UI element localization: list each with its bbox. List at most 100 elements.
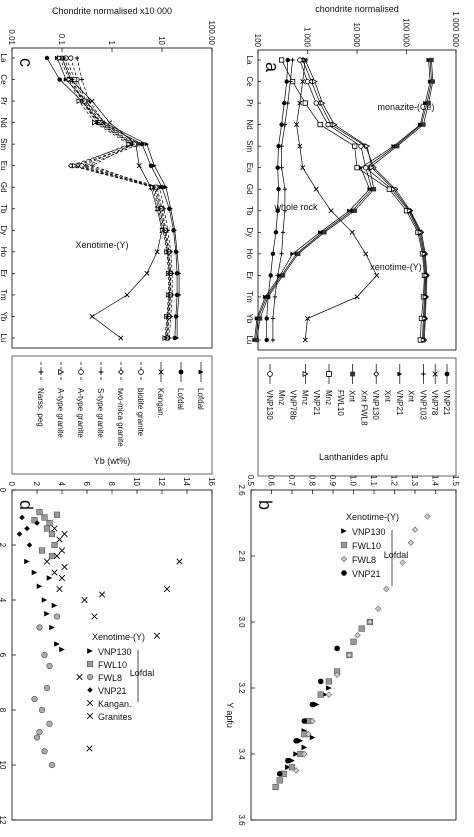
data-point xyxy=(282,208,288,213)
data-point xyxy=(352,208,357,213)
data-point xyxy=(56,585,63,593)
series-line xyxy=(299,59,426,341)
data-point xyxy=(41,514,48,521)
data-point xyxy=(322,230,327,235)
data-point xyxy=(427,79,433,84)
legend-label: Mnz xyxy=(277,390,286,405)
series-line xyxy=(281,59,425,341)
x-tick-label: Er xyxy=(245,271,254,279)
data-point xyxy=(309,701,316,708)
x-tick-label: La xyxy=(0,54,8,63)
data-point xyxy=(346,651,353,659)
data-point xyxy=(279,122,284,127)
data-point xyxy=(285,764,291,770)
legend-label: VNP21 xyxy=(395,390,404,416)
x-tick-label: Nd xyxy=(0,117,8,127)
data-point xyxy=(317,122,323,128)
legend-frame xyxy=(11,355,213,475)
panel-letter: c xyxy=(16,58,36,67)
x-tick-label: Pr xyxy=(245,99,254,107)
legend-marker xyxy=(38,369,44,375)
y-tick-label: 10 xyxy=(132,477,141,486)
data-point xyxy=(36,728,43,736)
legend-title: Xenotime-(Y) xyxy=(92,632,145,642)
legend-marker xyxy=(302,370,309,378)
data-point xyxy=(325,678,332,685)
y-tick-label: 1 xyxy=(107,41,116,46)
legend-label: VNP21 xyxy=(98,686,127,696)
data-point xyxy=(293,122,300,128)
legend-marker xyxy=(444,371,450,377)
data-point xyxy=(161,228,167,233)
data-point xyxy=(86,745,93,752)
x-tick-label: Tb xyxy=(0,204,8,214)
data-point xyxy=(46,519,53,527)
data-point xyxy=(167,206,172,211)
data-point xyxy=(56,536,63,543)
legend-label: S-type granite xyxy=(96,388,105,438)
data-point xyxy=(76,673,83,681)
data-point xyxy=(74,55,80,61)
y-tick-label: 10 xyxy=(157,36,166,45)
series-line xyxy=(59,57,169,339)
data-point xyxy=(79,77,85,82)
x-tick-label: Ce xyxy=(245,76,254,87)
data-point xyxy=(418,122,423,127)
panel-letter: a xyxy=(262,62,282,73)
data-point xyxy=(334,645,340,652)
data-point xyxy=(328,208,334,214)
y-tick-label: 1.4 xyxy=(431,475,440,487)
data-point xyxy=(152,163,157,168)
x-tick-label: 2 xyxy=(0,543,7,548)
data-point xyxy=(89,313,95,319)
rotated-figure: 100 1 000 10 000 100 000 1 000 000LaCePrNdSm… xyxy=(0,4,460,826)
y-tick-label: 0.1 xyxy=(57,34,66,46)
data-point xyxy=(95,120,100,125)
data-point xyxy=(268,273,273,278)
data-point xyxy=(41,651,48,659)
legend-marker xyxy=(340,555,348,563)
data-point xyxy=(407,539,415,547)
data-point xyxy=(264,337,269,343)
y-tick-label: 1 000 xyxy=(303,27,312,48)
data-point xyxy=(417,229,424,236)
data-point xyxy=(137,141,142,147)
panel-d: 0246810120246810121416Gd (wt%)Yb (wt%)dX… xyxy=(0,456,216,825)
data-point xyxy=(423,100,428,106)
data-point xyxy=(424,513,431,520)
y-tick-label: 0.5 xyxy=(246,475,255,487)
y-tick-label: 1.5 xyxy=(451,475,460,487)
data-point xyxy=(301,718,308,724)
x-tick-label: Eu xyxy=(0,161,8,171)
legend-label: two-mica granite xyxy=(116,388,125,447)
data-point xyxy=(36,508,43,516)
data-point xyxy=(46,720,53,727)
series-line xyxy=(302,59,428,341)
legend-label: Kangan. xyxy=(98,699,132,709)
series-line xyxy=(63,57,170,339)
data-point xyxy=(171,228,176,233)
legend-label: biotite granite xyxy=(136,388,145,437)
data-point xyxy=(272,783,279,791)
legend-label: Kangan. xyxy=(156,388,165,418)
annotation-monazite: monazite-(Ce) xyxy=(377,102,434,112)
legend-marker xyxy=(341,570,347,576)
data-point xyxy=(163,335,169,341)
data-point xyxy=(63,77,69,82)
panel-letter: b xyxy=(255,500,275,510)
data-point xyxy=(107,120,113,126)
data-point xyxy=(285,757,291,764)
legend-marker xyxy=(86,660,94,668)
data-point xyxy=(57,77,62,82)
data-point xyxy=(254,337,260,343)
data-point xyxy=(300,79,306,85)
x-tick-label: La xyxy=(245,56,254,65)
data-point xyxy=(51,525,58,532)
data-point xyxy=(293,751,299,757)
data-point xyxy=(87,98,92,104)
data-point xyxy=(154,249,160,255)
data-point xyxy=(58,574,66,582)
legend-label: VNP21 xyxy=(352,569,381,579)
